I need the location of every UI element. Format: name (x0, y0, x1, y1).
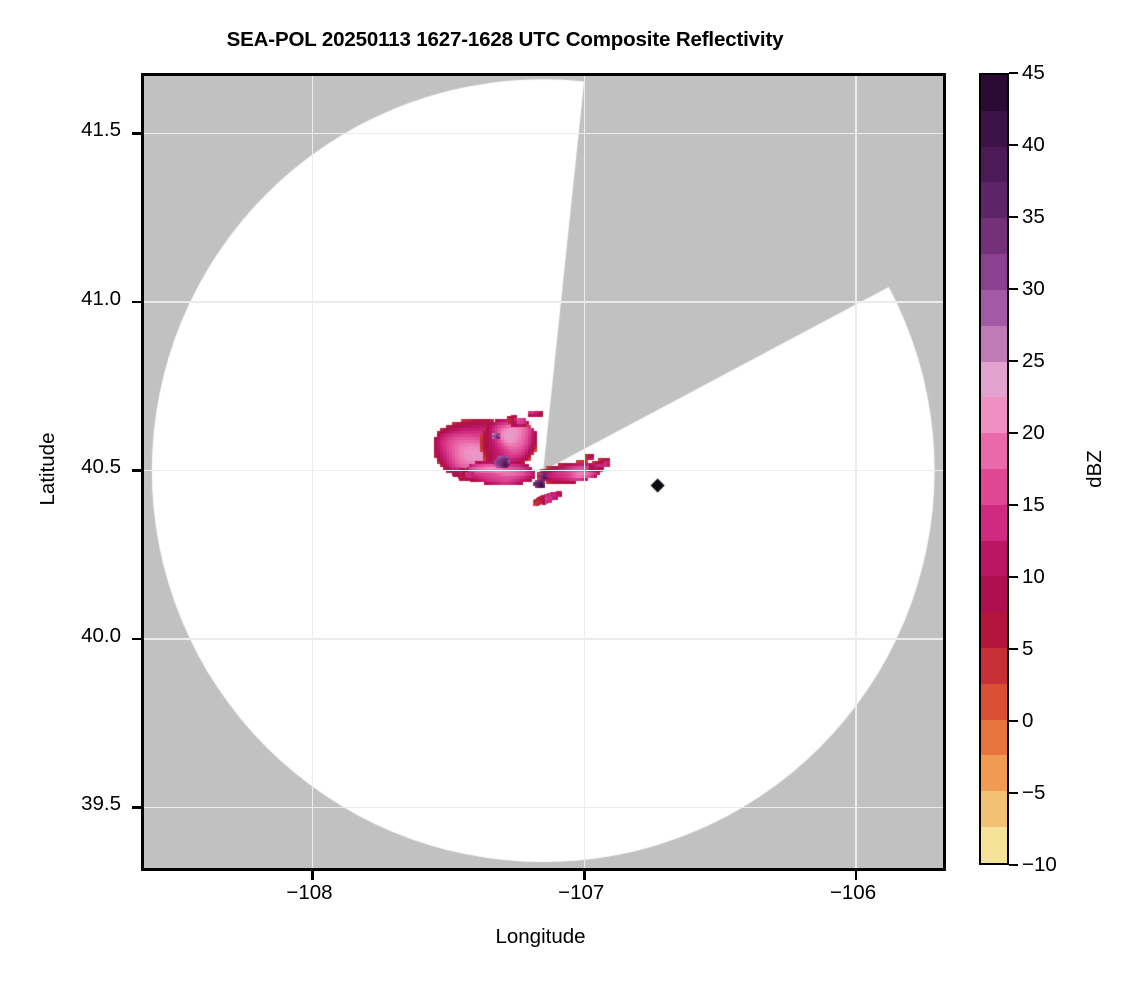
colorbar-tick-label-2: 35 (1022, 205, 1045, 228)
colorbar-band-21 (981, 827, 1007, 863)
gridline-horizontal-4 (144, 806, 943, 809)
colorbar-band-19 (981, 755, 1007, 792)
y-tick-label-3: 40.0 (81, 623, 121, 647)
gridline-vertical-0 (311, 76, 314, 868)
gridline-vertical-1 (583, 76, 585, 868)
colorbar-band-15 (981, 612, 1007, 648)
y-tick-label-0: 41.5 (81, 118, 121, 142)
colorbar-band-20 (981, 791, 1007, 828)
colorbar-tick-label-4: 25 (1022, 349, 1045, 372)
colorbar-band-9 (981, 397, 1007, 434)
colorbar-tick-label-0: 45 (1022, 61, 1045, 84)
colorbar-band-1 (981, 110, 1007, 147)
colorbar-band-8 (981, 361, 1007, 398)
colorbar-tick-label-10: −5 (1022, 781, 1046, 804)
colorbar-band-5 (981, 254, 1007, 290)
radar-coverage-and-reflectivity (144, 76, 943, 868)
colorbar-tick-0 (1009, 71, 1018, 75)
gridline-horizontal-2 (144, 469, 943, 472)
colorbar-band-17 (981, 683, 1007, 720)
x-tick-1 (583, 871, 586, 880)
gridline-vertical-2 (855, 76, 857, 868)
colorbar-tick-3 (1009, 287, 1018, 291)
colorbar-band-11 (981, 468, 1007, 505)
x-tick-label-1: −107 (558, 881, 605, 904)
colorbar-tick-11 (1009, 863, 1018, 867)
colorbar-tick-label-7: 10 (1022, 565, 1045, 588)
colorbar-band-4 (981, 218, 1007, 255)
colorbar-tick-7 (1009, 575, 1018, 579)
plot-area (144, 76, 943, 868)
colorbar-tick-6 (1009, 503, 1018, 507)
x-tick-2 (854, 871, 858, 880)
page-title: SEA-POL 20250113 1627-1628 UTC Composite… (226, 28, 784, 51)
colorbar-tick-10 (1009, 791, 1018, 795)
gridline-horizontal-1 (144, 301, 943, 303)
colorbar-tick-2 (1009, 215, 1018, 219)
colorbar-band-16 (981, 648, 1007, 684)
y-tick-0 (132, 132, 141, 135)
colorbar-tick-label-8: 5 (1022, 637, 1034, 660)
colorbar-band-2 (981, 146, 1007, 183)
y-tick-3 (132, 637, 141, 641)
colorbar-band-6 (981, 289, 1007, 326)
gridline-horizontal-3 (144, 638, 943, 640)
y-tick-label-4: 39.5 (81, 792, 121, 816)
colorbar-tick-1 (1009, 143, 1018, 147)
colorbar-axis: 45 40 35 30 25 20 15 10 5 0 −5 −10 (1009, 61, 1089, 876)
colorbar-tick-label-5: 20 (1022, 421, 1045, 444)
colorbar-gradient (979, 73, 1009, 865)
colorbar-tick-label-9: 0 (1022, 709, 1034, 732)
colorbar-title: dBZ (1083, 450, 1106, 488)
colorbar-tick-label-1: 40 (1022, 133, 1045, 156)
colorbar-tick-label-6: 15 (1022, 493, 1045, 516)
colorbar-band-10 (981, 433, 1007, 469)
gridline-horizontal-0 (144, 132, 943, 135)
colorbar-tick-5 (1009, 431, 1018, 435)
y-axis-title: Latitude (36, 432, 59, 506)
y-tick-2 (132, 469, 141, 472)
x-axis-title: Longitude (495, 925, 586, 948)
colorbar-band-14 (981, 576, 1007, 613)
y-tick-4 (132, 806, 141, 809)
x-tick-label-2: −106 (829, 881, 877, 904)
y-tick-label-1: 41.0 (81, 286, 121, 310)
colorbar-tick-9 (1009, 719, 1018, 723)
y-tick-label-2: 40.5 (81, 455, 121, 479)
colorbar-tick-label-11: −10 (1022, 853, 1057, 876)
x-tick-0 (311, 871, 314, 880)
colorbar-tick-4 (1009, 359, 1018, 363)
plot-panel (132, 73, 946, 880)
colorbar-band-7 (981, 325, 1007, 362)
x-tick-label-0: −108 (286, 881, 333, 904)
colorbar-tick-8 (1009, 647, 1018, 651)
colorbar-band-18 (981, 719, 1007, 756)
colorbar-band-13 (981, 540, 1007, 577)
colorbar-band-0 (981, 75, 1007, 111)
y-tick-1 (132, 300, 141, 304)
colorbar-band-12 (981, 504, 1007, 541)
colorbar-tick-label-3: 30 (1022, 277, 1045, 300)
colorbar-band-3 (981, 182, 1007, 219)
